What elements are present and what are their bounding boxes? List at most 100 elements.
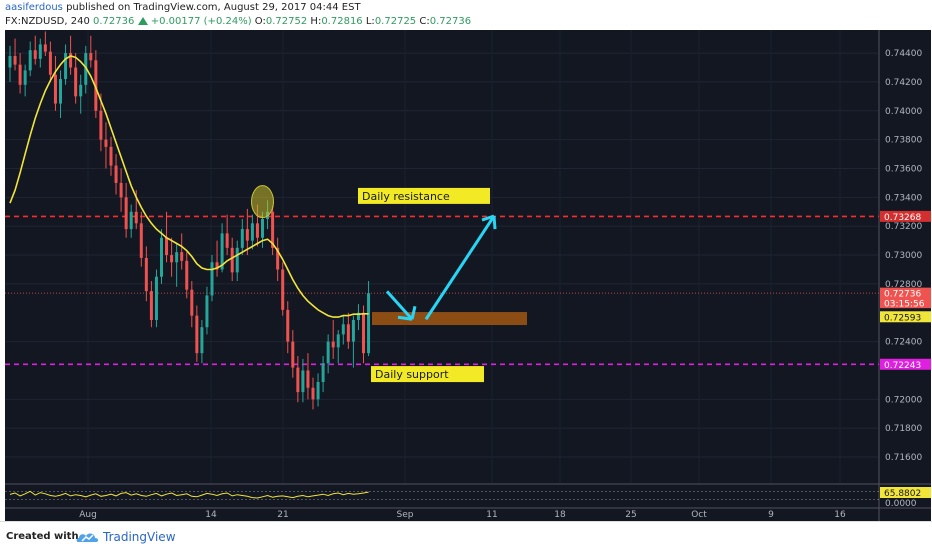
candle-body [160,237,163,277]
resistance-axis-tag-bg [880,210,931,222]
up-triangle-icon [137,17,148,25]
candle-body [362,312,365,354]
support-label-box [371,366,484,383]
price-tick-label: 0.73200 [885,222,922,232]
candle-body [149,291,153,320]
close-value: 0.72736 [429,16,472,27]
price-tick-label: 0.74200 [885,78,922,88]
low-value: 0.72725 [374,16,417,27]
candle-body [165,237,169,256]
price-tick-label: 0.71800 [885,424,922,434]
candle-body [301,370,305,393]
candle-body [195,315,199,354]
candle-body [341,324,345,335]
last-price: 0.72736 [93,16,135,27]
candle-body [23,70,27,85]
candle-body [281,269,285,310]
down-arrow-line [385,290,414,321]
time-tick-label: 11 [486,510,497,520]
price-tick-label: 0.73000 [885,251,922,261]
candle-body [316,382,320,400]
candle-body [190,289,194,316]
candle-body [326,341,330,364]
time-tick-label: 18 [554,510,566,520]
high-label: H: [310,16,322,27]
tradingview-cloud-icon [76,533,99,542]
author-link[interactable]: aasiferdous [5,2,63,13]
ma-axis-tag-bg [880,311,931,323]
support-label: Daily support [375,368,449,381]
price-tick-label: 0.74000 [885,107,922,117]
candle-body [346,324,350,342]
candle-body [321,363,325,383]
price-tick-label: 0.73600 [885,164,922,174]
footer: Created with TradingView [0,521,932,551]
high-value: 0.72816 [321,16,363,27]
oscillator-line [9,490,369,499]
resistance-label: Daily resistance [362,190,450,203]
time-tick-label: Sep [397,510,414,520]
support-axis-tag-bg [880,358,931,370]
time-tick-label: 14 [205,510,217,520]
open-label: O: [254,16,266,27]
candle-body [154,276,158,320]
price-chart-svg[interactable]: 0.74400 0.74200 0.74000 0.73800 0.73600 0.734… [5,30,931,521]
candle-body [114,165,118,183]
candle-body [8,55,12,68]
candle-body [271,211,275,248]
candle-body [306,370,310,388]
candle-body [170,255,174,263]
candle-body [291,341,295,368]
highlight-ellipse [251,185,274,219]
candle-body [215,262,219,270]
time-tick-label: 9 [768,510,774,520]
countdown-tag-bg [880,298,931,309]
support-axis-tag: 0.72243 [884,361,921,371]
candle-body [59,79,62,104]
tradingview-link[interactable]: TradingView [103,530,176,544]
resistance-axis-tag: 0.73268 [884,213,921,223]
countdown-axis-tag: 03:15:56 [884,300,925,310]
resistance-label-box [358,187,490,204]
time-tick-label: 21 [277,510,288,520]
price-tick-label: 0.73800 [885,136,922,146]
candle-body [261,218,264,238]
candle-body [69,53,73,68]
candle-body [225,233,229,248]
candle-body [33,50,37,59]
candle-body [43,44,47,52]
created-with-label: Created with [6,531,79,542]
publish-line: aasiferdous published on TradingView.com… [5,2,361,13]
candle-body [104,139,108,147]
candle-body [235,247,239,273]
chart-area[interactable]: 0.74400 0.74200 0.74000 0.73800 0.73600 0.734… [5,30,931,521]
candle-body [134,211,138,224]
osc-value-tag-bg [880,487,931,498]
time-tick-label: Aug [79,510,97,520]
candle-body [18,64,22,85]
candle-body [144,257,148,292]
candle-body [245,229,249,241]
price-tick-label: 0.74400 [885,49,922,59]
symbol-label: FX:NZDUSD, 240 [5,16,90,27]
price-change: +0.00177 (+0.24%) [150,16,252,27]
candle-body [119,182,123,198]
candle-body [38,44,42,59]
candle-body [286,309,290,342]
candle-body [28,50,32,71]
arrowhead-stroke [492,215,497,230]
candle-body [175,252,179,263]
candle-body [13,55,17,65]
candle-body [64,53,68,80]
osc-tick-label: 0.0000 [885,499,917,509]
candle-body [331,341,335,348]
close-label: C: [419,16,430,27]
time-tick-label: 25 [625,510,636,520]
candle-body [367,293,371,354]
candle-body [185,260,189,290]
candle-body [109,146,113,166]
candle-body [250,223,254,241]
candle-body [79,84,83,97]
candle-body [220,233,224,270]
candle-body [311,387,315,400]
